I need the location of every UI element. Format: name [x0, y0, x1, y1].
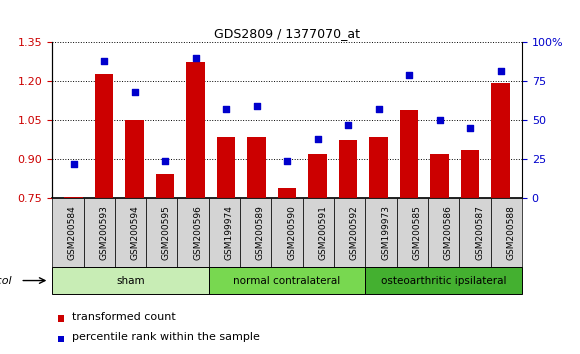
Bar — [125, 120, 144, 354]
Bar — [491, 83, 510, 354]
Text: GSM199974: GSM199974 — [224, 205, 234, 260]
Text: GSM200586: GSM200586 — [444, 205, 453, 260]
Bar — [430, 154, 449, 354]
Text: GSM200592: GSM200592 — [350, 205, 359, 260]
Text: GSM200593: GSM200593 — [99, 205, 108, 260]
Text: GSM200596: GSM200596 — [193, 205, 202, 260]
Bar — [186, 62, 205, 354]
Text: GSM200594: GSM200594 — [130, 205, 140, 260]
Bar — [217, 137, 235, 354]
Bar — [461, 150, 479, 354]
Bar — [248, 137, 266, 354]
Bar — [64, 197, 83, 354]
Text: GSM200591: GSM200591 — [318, 205, 328, 260]
Bar — [339, 140, 357, 354]
Point — [282, 158, 292, 164]
Bar — [156, 173, 174, 354]
Text: GSM199973: GSM199973 — [381, 205, 390, 260]
Point — [496, 68, 505, 73]
Text: protocol: protocol — [0, 275, 12, 286]
Point — [161, 158, 170, 164]
Text: osteoarthritic ipsilateral: osteoarthritic ipsilateral — [381, 275, 506, 286]
Text: GSM200590: GSM200590 — [287, 205, 296, 260]
Point — [252, 103, 261, 109]
Point — [69, 161, 78, 167]
Bar — [278, 188, 296, 354]
Point — [313, 136, 322, 142]
Point — [466, 125, 475, 131]
Point — [99, 58, 108, 64]
Text: transformed count: transformed count — [72, 312, 176, 322]
Text: percentile rank within the sample: percentile rank within the sample — [72, 332, 260, 342]
Text: sham: sham — [116, 275, 145, 286]
Bar — [95, 74, 113, 354]
Bar — [369, 137, 388, 354]
Point — [191, 55, 200, 61]
Text: GSM200588: GSM200588 — [506, 205, 516, 260]
Point — [404, 72, 414, 78]
Text: GSM200584: GSM200584 — [68, 205, 77, 260]
Text: normal contralateral: normal contralateral — [234, 275, 340, 286]
Text: GSM200585: GSM200585 — [412, 205, 422, 260]
Point — [343, 122, 353, 128]
Text: GSM200587: GSM200587 — [475, 205, 484, 260]
Bar — [309, 154, 327, 354]
Point — [374, 107, 383, 112]
Title: GDS2809 / 1377070_at: GDS2809 / 1377070_at — [214, 27, 360, 40]
Bar — [400, 110, 418, 354]
Text: GSM200595: GSM200595 — [162, 205, 171, 260]
Point — [222, 107, 231, 112]
Point — [130, 90, 139, 95]
Point — [435, 118, 444, 123]
Text: GSM200589: GSM200589 — [256, 205, 265, 260]
